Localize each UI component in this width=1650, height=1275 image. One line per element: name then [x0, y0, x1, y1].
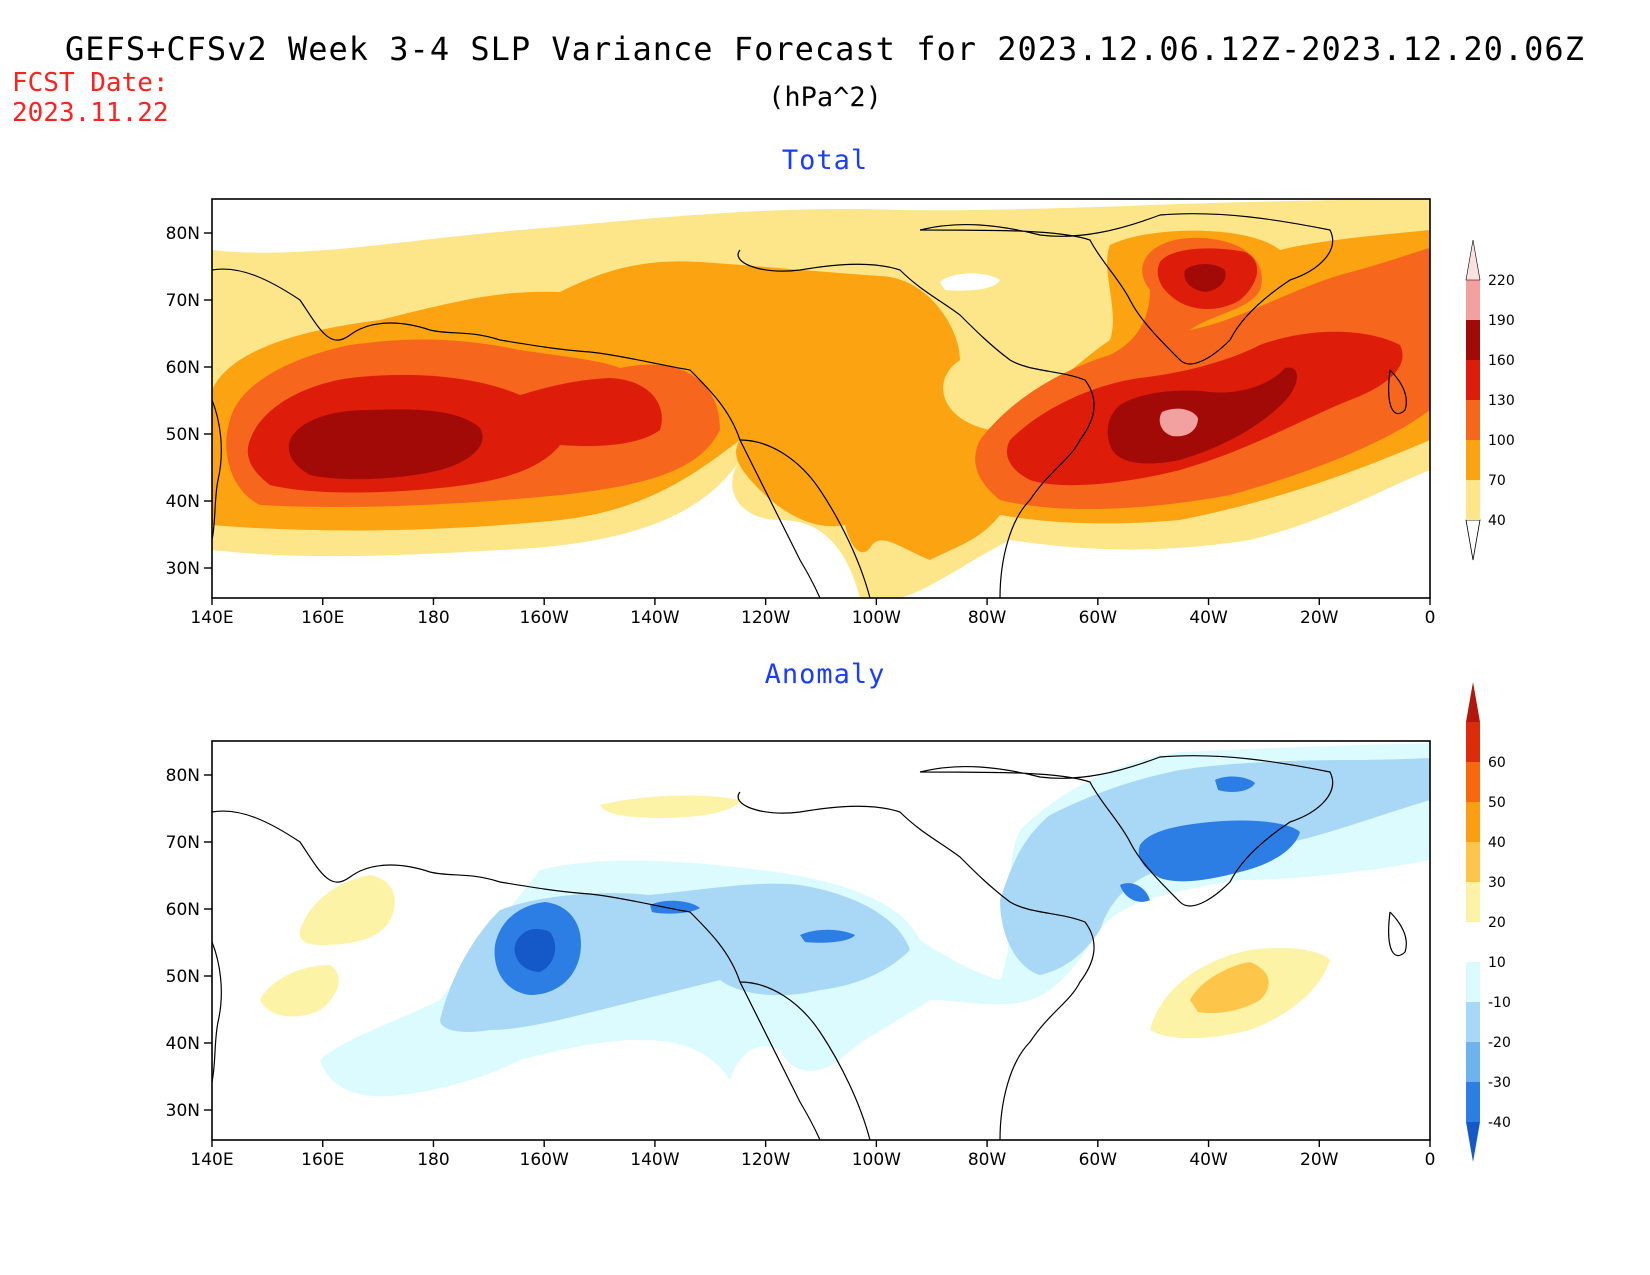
lat-tick-label: 40N	[166, 492, 200, 512]
lon-tick-label: 180	[417, 608, 449, 628]
lon-tick-label: 0	[1425, 1150, 1436, 1170]
lon-tick-label: 40W	[1189, 1150, 1228, 1170]
lat-tick-label: 30N	[166, 559, 200, 579]
forecast-date-label: FCST Date:	[12, 68, 169, 98]
colorbar-lower-arrow	[1465, 519, 1481, 561]
lon-tick-label: 160W	[520, 608, 569, 628]
forecast-date-block: FCST Date: 2023.11.22	[12, 68, 169, 128]
total-lat-axis: 80N 70N 60N 50N 40N 30N	[166, 224, 212, 579]
colorbar-swatch	[1466, 280, 1480, 320]
anomaly-coastlines	[212, 755, 1407, 1140]
colorbar-swatch	[1466, 762, 1480, 802]
colorbar-swatch	[1466, 1002, 1480, 1042]
lon-tick-label: 80W	[968, 1150, 1007, 1170]
lat-tick-label: 60N	[166, 358, 200, 378]
lon-tick-label: 0	[1425, 608, 1436, 628]
colorbar-label: 10	[1488, 955, 1506, 971]
colorbar-label: 190	[1488, 313, 1515, 329]
panel-title-anomaly: Anomaly	[764, 659, 886, 690]
main-title: GEFS+CFSv2 Week 3-4 SLP Variance Forecas…	[65, 30, 1585, 68]
lon-tick-label: 100W	[852, 608, 901, 628]
colorbar-label: 220	[1488, 273, 1515, 289]
lon-tick-label: 100W	[852, 1150, 901, 1170]
lon-tick-label: 80W	[968, 608, 1007, 628]
lon-tick-label: 120W	[741, 608, 790, 628]
anomaly-shading	[260, 743, 1430, 1097]
colorbar-swatch	[1466, 842, 1480, 882]
anomaly-lat-axis: 80N 70N 60N 50N 40N 30N	[166, 766, 212, 1121]
lon-tick-label: 160E	[301, 608, 344, 628]
colorbar-label: -30	[1488, 1075, 1511, 1091]
anomaly-colorbar: 60 50 40 30 20 10 -10 -20 -30 -40	[1466, 682, 1511, 1162]
colorbar-label: 70	[1488, 473, 1506, 489]
colorbar-swatch	[1466, 400, 1480, 440]
lon-tick-label: 140E	[190, 1150, 233, 1170]
units-label: (hPa^2)	[768, 82, 882, 113]
lon-tick-label: 180	[417, 1150, 449, 1170]
colorbar-swatch	[1466, 722, 1480, 762]
colorbar-label: 160	[1488, 353, 1515, 369]
colorbar-lower-arrow	[1466, 1122, 1480, 1162]
colorbar-label: 30	[1488, 875, 1506, 891]
colorbar-label: -20	[1488, 1035, 1511, 1051]
panel-title-total: Total	[781, 145, 869, 176]
total-colorbar: 40 70 100 130 160 190 220	[1465, 239, 1515, 561]
colorbar-swatch	[1466, 802, 1480, 842]
lat-tick-label: 70N	[166, 833, 200, 853]
colorbar-upper-arrow	[1466, 682, 1480, 722]
colorbar-swatch	[1466, 320, 1480, 360]
colorbar-label: 20	[1488, 915, 1506, 931]
colorbar-label: 50	[1488, 795, 1506, 811]
colorbar-swatch	[1466, 882, 1480, 922]
lon-tick-label: 120W	[741, 1150, 790, 1170]
lat-tick-label: 50N	[166, 425, 200, 445]
colorbar-label: -10	[1488, 995, 1511, 1011]
lat-tick-label: 80N	[166, 766, 200, 786]
lat-tick-label: 30N	[166, 1101, 200, 1121]
lon-tick-label: 60W	[1079, 608, 1118, 628]
anomaly-map: 80N 70N 60N 50N 40N 30N 140E 160E 180 160W 140W 12…	[166, 740, 1435, 1170]
lat-tick-label: 80N	[166, 224, 200, 244]
total-shading	[212, 199, 1430, 598]
colorbar-swatch	[1466, 480, 1480, 520]
lon-tick-label: 140E	[190, 608, 233, 628]
lon-tick-label: 40W	[1189, 608, 1228, 628]
total-lon-axis: 140E 160E 180 160W 140W 120W 100W 80W 60W 40W 20W 0	[190, 598, 1435, 628]
colorbar-swatch	[1466, 962, 1480, 1002]
colorbar-label: 60	[1488, 755, 1506, 771]
colorbar-swatch	[1466, 1042, 1480, 1082]
colorbar-label: 40	[1488, 835, 1506, 851]
anomaly-lon-axis: 140E 160E 180 160W 140W 120W 100W 80W 60W 40W 20W 0	[190, 1140, 1435, 1170]
colorbar-swatch	[1466, 360, 1480, 400]
colorbar-label: 130	[1488, 393, 1515, 409]
lon-tick-label: 160E	[301, 1150, 344, 1170]
lon-tick-label: 140W	[630, 608, 679, 628]
lon-tick-label: 160W	[520, 1150, 569, 1170]
lat-tick-label: 50N	[166, 967, 200, 987]
colorbar-label: -40	[1488, 1115, 1511, 1131]
colorbar-label: 100	[1488, 433, 1515, 449]
colorbar-label: 40	[1488, 513, 1506, 529]
colorbar-swatch	[1466, 1082, 1480, 1122]
lon-tick-label: 60W	[1079, 1150, 1118, 1170]
total-variance-map: 80N 70N 60N 50N 40N 30N 140E 160E 180 160W 140W 12…	[166, 198, 1435, 628]
colorbar-swatch	[1466, 440, 1480, 480]
lat-tick-label: 70N	[166, 291, 200, 311]
lat-tick-label: 60N	[166, 900, 200, 920]
lon-tick-label: 20W	[1300, 1150, 1339, 1170]
colorbar-swatch	[1466, 922, 1480, 962]
forecast-date-value: 2023.11.22	[12, 98, 169, 128]
lon-tick-label: 20W	[1300, 608, 1339, 628]
colorbar-upper-arrow	[1465, 239, 1481, 281]
lat-tick-label: 40N	[166, 1034, 200, 1054]
lon-tick-label: 140W	[630, 1150, 679, 1170]
total-coastlines	[212, 213, 1407, 598]
